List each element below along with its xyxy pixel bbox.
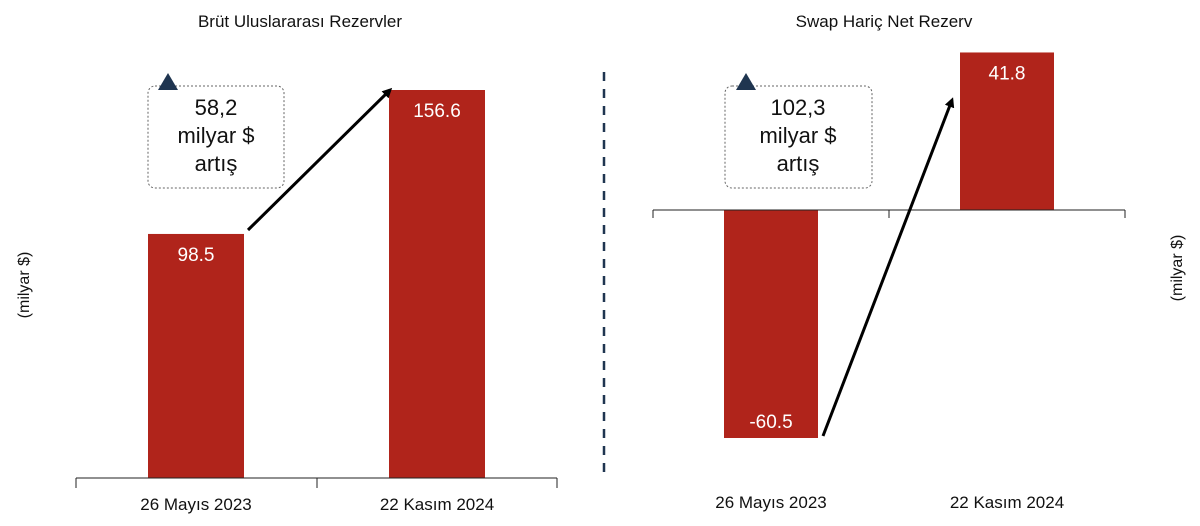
bar [148,233,244,478]
increase-callout: 102,3 milyar $ artış [724,73,873,189]
bar-value-label: 98.5 [178,245,215,266]
callout-line: 102,3 [770,95,825,120]
bars: 98.5 156.6 [148,90,485,478]
callout-line: milyar $ [759,123,836,148]
callout-line: artış [195,151,238,176]
chart-net-reserves: Swap Hariç Net Rezerv (milyar $) -60.5 41… [652,12,1186,512]
x-tick-label: 22 Kasım 2024 [380,495,494,514]
y-axis-label: (milyar $) [16,252,33,319]
callout-line: 58,2 [195,95,238,120]
increase-arrow [246,87,393,232]
bar-value-label: 41.8 [989,63,1026,84]
bar [724,210,818,438]
x-tick-label: 26 Mayıs 2023 [140,495,252,514]
increase-callout: 58,2 milyar $ artış [147,73,285,189]
up-triangle-icon [736,73,756,90]
bar-value-label: -60.5 [749,412,792,433]
callout-line: milyar $ [177,123,254,148]
callout-line: artış [777,151,820,176]
x-tick-label: 26 Mayıs 2023 [715,493,827,512]
up-triangle-icon [158,73,178,90]
chart-title: Brüt Uluslararası Rezervler [198,12,402,31]
x-tick-label: 22 Kasım 2024 [950,493,1064,512]
bar-value-label: 156.6 [413,101,461,122]
bars: -60.5 41.8 [724,52,1054,438]
chart-title: Swap Hariç Net Rezerv [796,12,973,31]
bar [389,90,485,478]
increase-arrow [821,97,955,437]
y-axis-label: (milyar $) [1169,235,1186,302]
chart-gross-reserves: Brüt Uluslararası Rezervler (milyar $) 9… [16,12,558,514]
callout-box [724,85,873,189]
bar [960,52,1054,210]
callout-box [147,85,285,189]
